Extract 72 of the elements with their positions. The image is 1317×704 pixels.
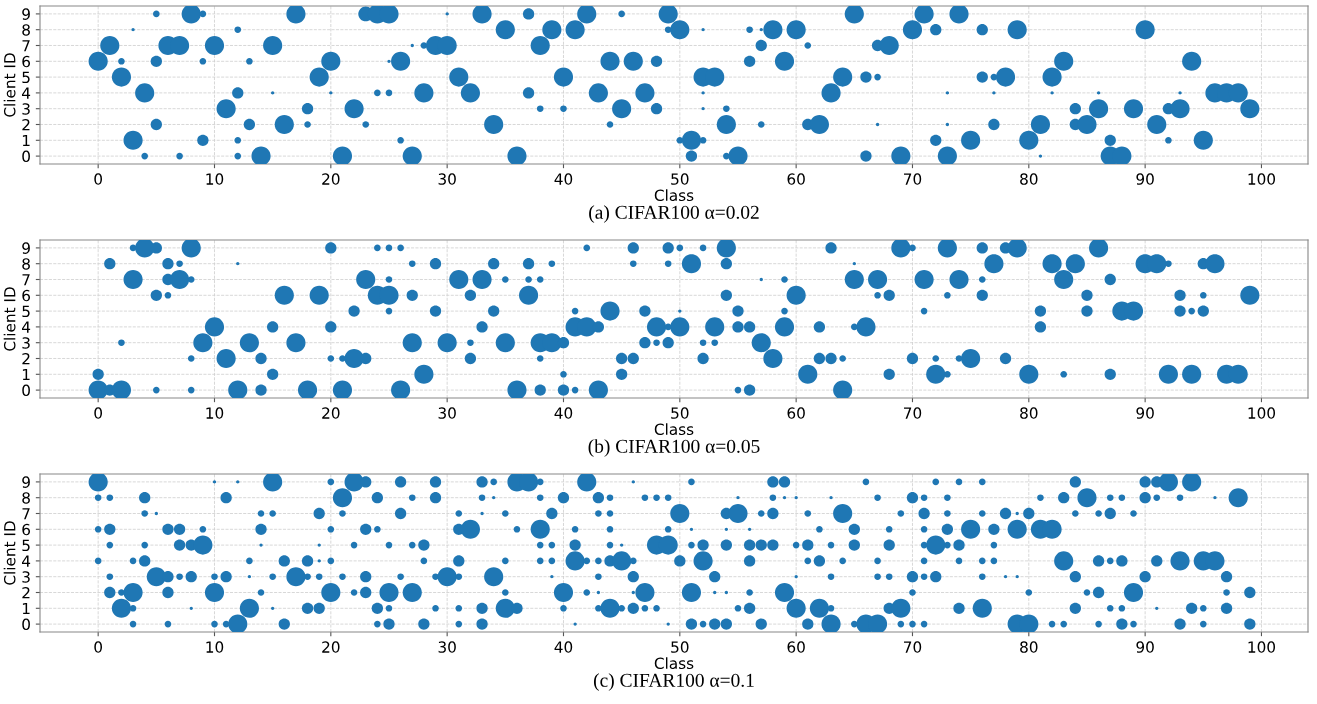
x-tick-label: 0 [94, 173, 103, 185]
x-tick-label: 20 [322, 407, 340, 419]
text: (b) CIFAR100 α=0.05 [588, 439, 760, 457]
x-tick-label: 100 [1248, 173, 1276, 185]
y-tick-label: 2 [22, 118, 30, 131]
y-axis-title: Client ID [3, 287, 16, 351]
y-tick-label: 7 [22, 508, 30, 520]
y-tick-label: 3 [22, 103, 30, 115]
x-tick-label: 30 [438, 173, 456, 185]
x-axis-title: Class [654, 657, 694, 670]
y-tick-label: 9 [22, 476, 30, 488]
x-tick-label: 50 [671, 407, 689, 419]
x-tick-label: 40 [554, 407, 573, 419]
y-tick-label: 3 [22, 571, 30, 583]
x-tick-label: 70 [904, 407, 922, 419]
x-tick-label: 0 [94, 407, 103, 419]
x-tick-label: 90 [1136, 173, 1154, 185]
y-tick-label: 8 [22, 24, 30, 36]
y-tick-label: 2 [22, 352, 30, 365]
x-tick-label: 60 [787, 173, 805, 185]
y-tick-label: 9 [22, 242, 30, 254]
y-tick-label: 9 [22, 8, 30, 20]
x-tick-label: 50 [671, 641, 689, 653]
x-tick-label: 60 [787, 641, 805, 653]
x-tick-label: 40 [554, 173, 573, 185]
x-tick-label: 50 [671, 173, 689, 185]
x-tick-label: 100 [1248, 641, 1276, 653]
x-tick-label: 70 [904, 641, 922, 653]
y-tick-label: 0 [22, 150, 30, 163]
x-tick-label: 30 [438, 407, 456, 419]
y-tick-label: 6 [22, 289, 31, 302]
y-tick-label: 1 [22, 368, 30, 381]
y-tick-label: 4 [22, 321, 31, 333]
x-tick-label: 70 [904, 173, 922, 185]
y-tick-label: 6 [22, 523, 31, 536]
x-axis-title: Class [654, 189, 694, 202]
y-tick-label: 4 [22, 87, 31, 99]
x-tick-label: 10 [206, 407, 224, 419]
y-tick-label: 1 [22, 134, 30, 147]
y-tick-label: 4 [22, 555, 31, 567]
x-tick-label: 80 [1020, 641, 1038, 653]
x-tick-label: 90 [1136, 407, 1154, 419]
x-tick-label: 60 [787, 407, 805, 419]
y-tick-label: 1 [22, 602, 30, 615]
y-tick-label: 6 [22, 55, 31, 68]
y-tick-label: 7 [22, 274, 30, 286]
y-axis-title: Client ID [3, 53, 16, 117]
x-tick-label: 20 [322, 173, 340, 185]
x-tick-label: 90 [1136, 641, 1154, 653]
x-tick-label: 80 [1020, 407, 1038, 419]
y-tick-label: 5 [22, 305, 30, 318]
text: (a) CIFAR100 α=0.02 [589, 205, 759, 223]
y-tick-label: 7 [22, 40, 30, 52]
y-tick-label: 8 [22, 492, 30, 504]
x-tick-label: 10 [206, 173, 224, 185]
y-tick-label: 0 [22, 384, 30, 397]
x-tick-label: 0 [94, 641, 103, 653]
y-tick-label: 3 [22, 337, 30, 349]
y-tick-label: 2 [22, 586, 30, 599]
x-tick-label: 40 [554, 641, 573, 653]
text: (c) CIFAR100 α=0.1 [593, 673, 754, 691]
y-tick-label: 8 [22, 258, 30, 270]
x-axis-title: Class [654, 423, 694, 436]
x-tick-label: 80 [1020, 173, 1038, 185]
y-axis-title: Client ID [3, 521, 16, 585]
x-tick-label: 100 [1248, 407, 1276, 419]
x-tick-label: 20 [322, 641, 340, 653]
x-tick-label: 30 [438, 641, 456, 653]
y-tick-label: 5 [22, 539, 30, 552]
x-tick-label: 10 [206, 641, 224, 653]
y-tick-label: 0 [22, 618, 30, 631]
y-tick-label: 5 [22, 71, 30, 84]
